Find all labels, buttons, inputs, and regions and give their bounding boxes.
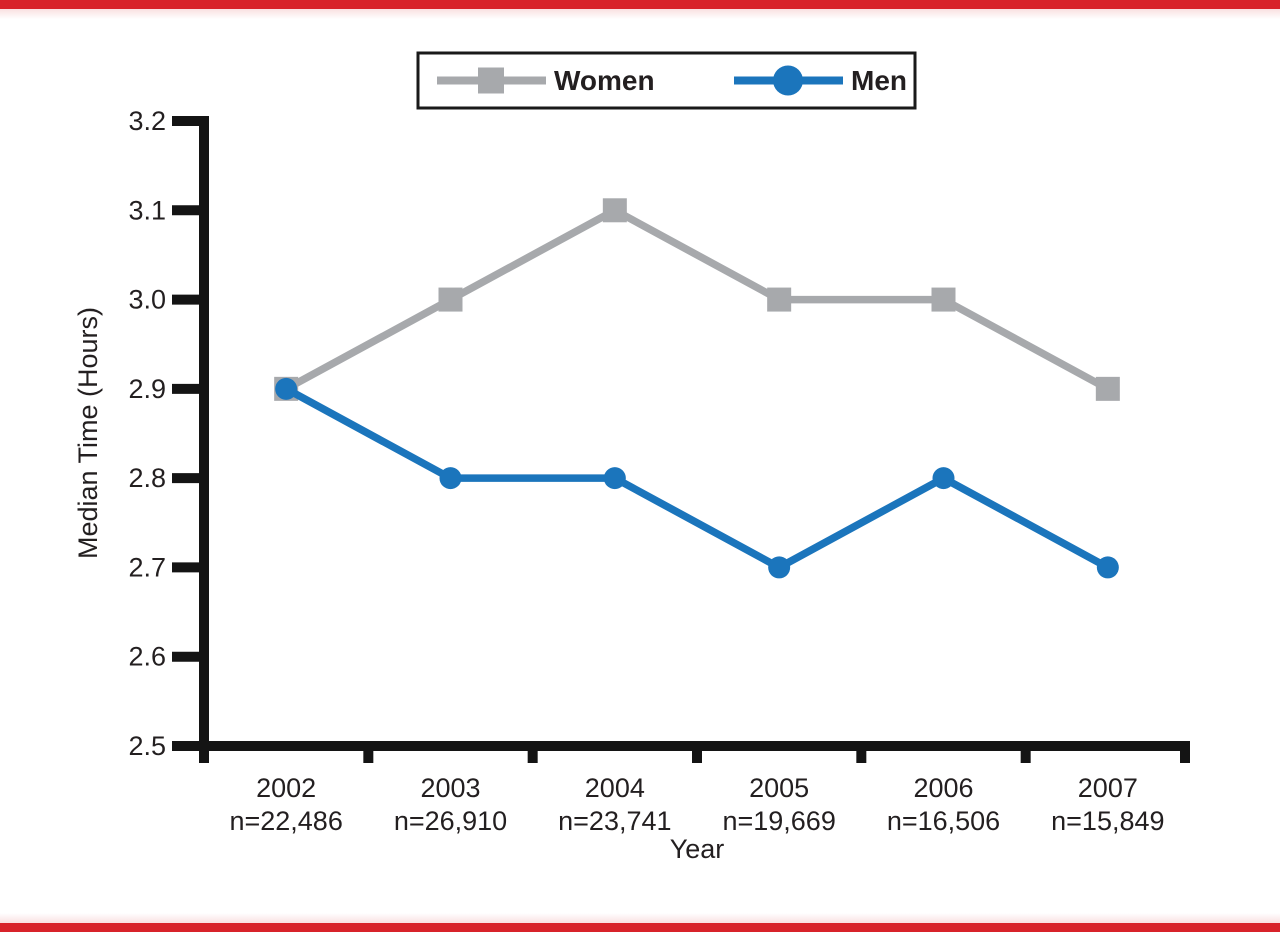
marker-square-women: [438, 287, 463, 312]
x-tick-count-label: n=23,741: [558, 806, 671, 836]
series-line-men: [284, 385, 1110, 572]
marker-circle-men: [603, 467, 626, 490]
y-tick-label: 3.2: [128, 106, 166, 136]
y-tick-label: 3.1: [128, 195, 166, 225]
marker-circle-men: [275, 377, 298, 400]
legend-women-label: Women: [554, 65, 655, 96]
legend: Women Men: [416, 51, 917, 110]
legend-women-square-marker: [478, 67, 504, 94]
x-tick-year-label: 2007: [1078, 773, 1138, 803]
marker-circle-men: [932, 467, 955, 490]
legend-men-label: Men: [851, 65, 907, 96]
y-tick-label: 3.0: [128, 285, 166, 315]
y-tick-label: 2.5: [128, 731, 166, 761]
marker-circle-men: [439, 467, 462, 490]
series-line-women: [284, 206, 1110, 393]
x-tick-count-label: n=15,849: [1051, 806, 1164, 836]
y-tick-label: 2.8: [128, 463, 166, 493]
x-tick-count-label: n=22,486: [229, 806, 342, 836]
marker-circle-men: [768, 556, 791, 579]
marker-square-women: [931, 287, 956, 312]
y-tick-label: 2.9: [128, 374, 166, 404]
y-tick-label: 2.7: [128, 552, 166, 582]
top-red-rule: [0, 0, 1280, 19]
marker-square-women: [1095, 376, 1120, 401]
bottom-red-rule: [0, 913, 1280, 932]
y-axis-title: Median Time (Hours): [73, 307, 103, 559]
x-tick-year-label: 2006: [913, 773, 973, 803]
x-tick-year-label: 2004: [585, 773, 645, 803]
marker-square-women: [602, 198, 627, 223]
marker-circle-men: [1096, 556, 1119, 579]
x-tick-count-label: n=26,910: [394, 806, 507, 836]
legend-men-circle-marker: [773, 65, 803, 96]
x-tick-count-label: n=16,506: [887, 806, 1000, 836]
marker-square-women: [767, 287, 792, 312]
y-tick-label: 2.6: [128, 642, 166, 672]
x-tick-count-label: n=19,669: [722, 806, 835, 836]
x-axis-title: Year: [670, 834, 725, 864]
x-tick-year-label: 2002: [256, 773, 316, 803]
x-tick-year-label: 2005: [749, 773, 809, 803]
x-tick-year-label: 2003: [420, 773, 480, 803]
